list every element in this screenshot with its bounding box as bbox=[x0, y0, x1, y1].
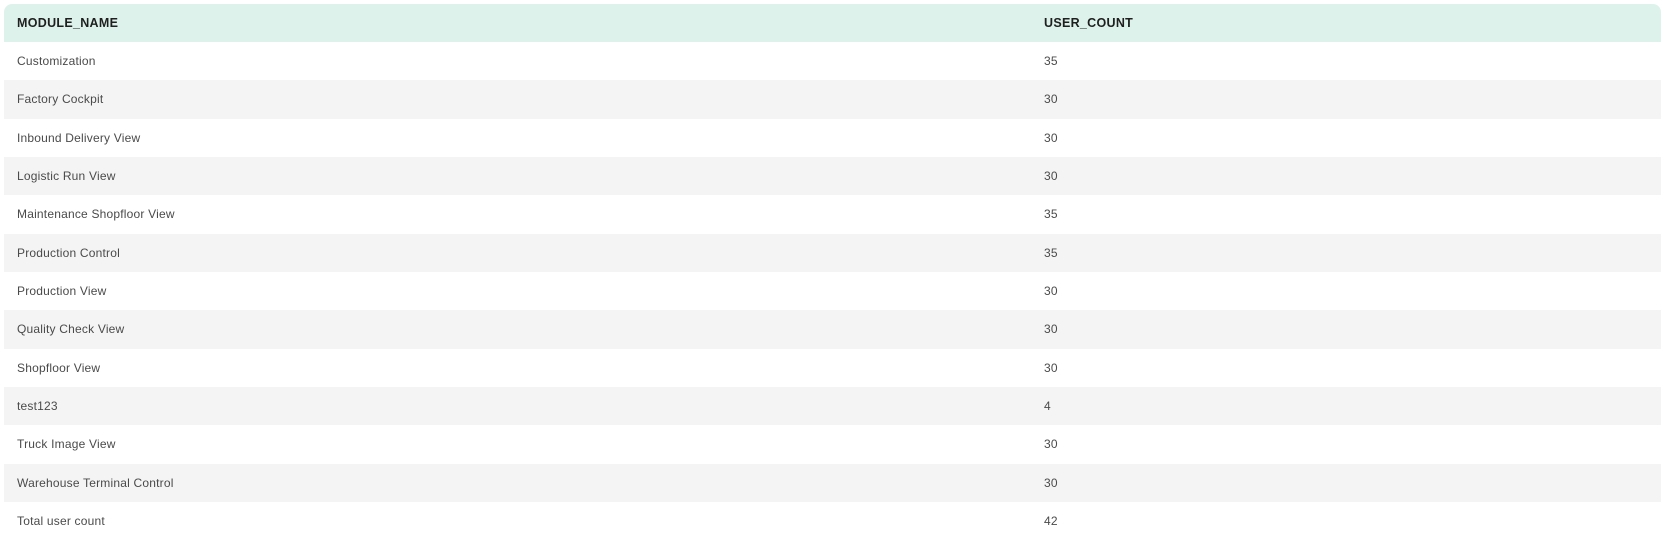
table-row: Warehouse Terminal Control 30 bbox=[4, 463, 1661, 502]
user-count-cell: 35 bbox=[1044, 245, 1058, 260]
user-count-cell: 30 bbox=[1044, 169, 1058, 184]
module-name-cell: test123 bbox=[17, 399, 58, 414]
module-name-cell: Inbound Delivery View bbox=[17, 130, 141, 145]
table-row: Production View 30 bbox=[4, 271, 1661, 311]
results-table: MODULE_NAME USER_COUNT Customization 35 … bbox=[4, 4, 1661, 541]
module-name-cell: Factory Cockpit bbox=[17, 92, 104, 107]
table-row: Factory Cockpit 30 bbox=[4, 80, 1661, 119]
user-count-cell: 30 bbox=[1044, 284, 1058, 299]
user-count-cell: 30 bbox=[1044, 475, 1058, 490]
table-row: Logistic Run View 30 bbox=[4, 156, 1661, 196]
column-header-module-name: MODULE_NAME bbox=[4, 4, 1031, 42]
user-count-cell: 30 bbox=[1044, 360, 1058, 375]
module-name-cell: Truck Image View bbox=[17, 437, 116, 452]
user-count-cell: 30 bbox=[1044, 322, 1058, 337]
table-row: Shopfloor View 30 bbox=[4, 348, 1661, 387]
table-row: Production Control 35 bbox=[4, 233, 1661, 272]
module-name-cell: Logistic Run View bbox=[17, 169, 116, 184]
module-name-cell: Quality Check View bbox=[17, 322, 125, 337]
table-row: Maintenance Shopfloor View 35 bbox=[4, 195, 1661, 234]
table-row: Total user count 42 bbox=[4, 501, 1661, 541]
table-row: Quality Check View 30 bbox=[4, 310, 1661, 349]
module-name-cell: Warehouse Terminal Control bbox=[17, 475, 174, 490]
table-row: Inbound Delivery View 30 bbox=[4, 118, 1661, 157]
table-row: Customization 35 bbox=[4, 42, 1661, 81]
table-row: Truck Image View 30 bbox=[4, 425, 1661, 464]
module-name-cell: Shopfloor View bbox=[17, 360, 101, 375]
column-header-user-count: USER_COUNT bbox=[1031, 4, 1661, 42]
module-name-cell: Customization bbox=[17, 54, 96, 69]
user-count-cell: 4 bbox=[1044, 399, 1051, 414]
module-name-cell: Production View bbox=[17, 284, 107, 299]
module-name-cell: Total user count bbox=[17, 514, 105, 529]
user-count-cell: 35 bbox=[1044, 54, 1058, 69]
user-count-cell: 30 bbox=[1044, 130, 1058, 145]
table-row: test123 4 bbox=[4, 386, 1661, 426]
user-count-cell: 30 bbox=[1044, 92, 1058, 107]
results-table-container: MODULE_NAME USER_COUNT Customization 35 … bbox=[4, 4, 1661, 541]
user-count-cell: 30 bbox=[1044, 437, 1058, 452]
user-count-cell: 35 bbox=[1044, 207, 1058, 222]
header-row: MODULE_NAME USER_COUNT bbox=[4, 4, 1661, 42]
module-name-cell: Production Control bbox=[17, 245, 120, 260]
user-count-cell: 42 bbox=[1044, 514, 1058, 529]
module-name-cell: Maintenance Shopfloor View bbox=[17, 207, 175, 222]
table-body: Customization 35 Factory Cockpit 30 Inbo… bbox=[4, 42, 1661, 541]
